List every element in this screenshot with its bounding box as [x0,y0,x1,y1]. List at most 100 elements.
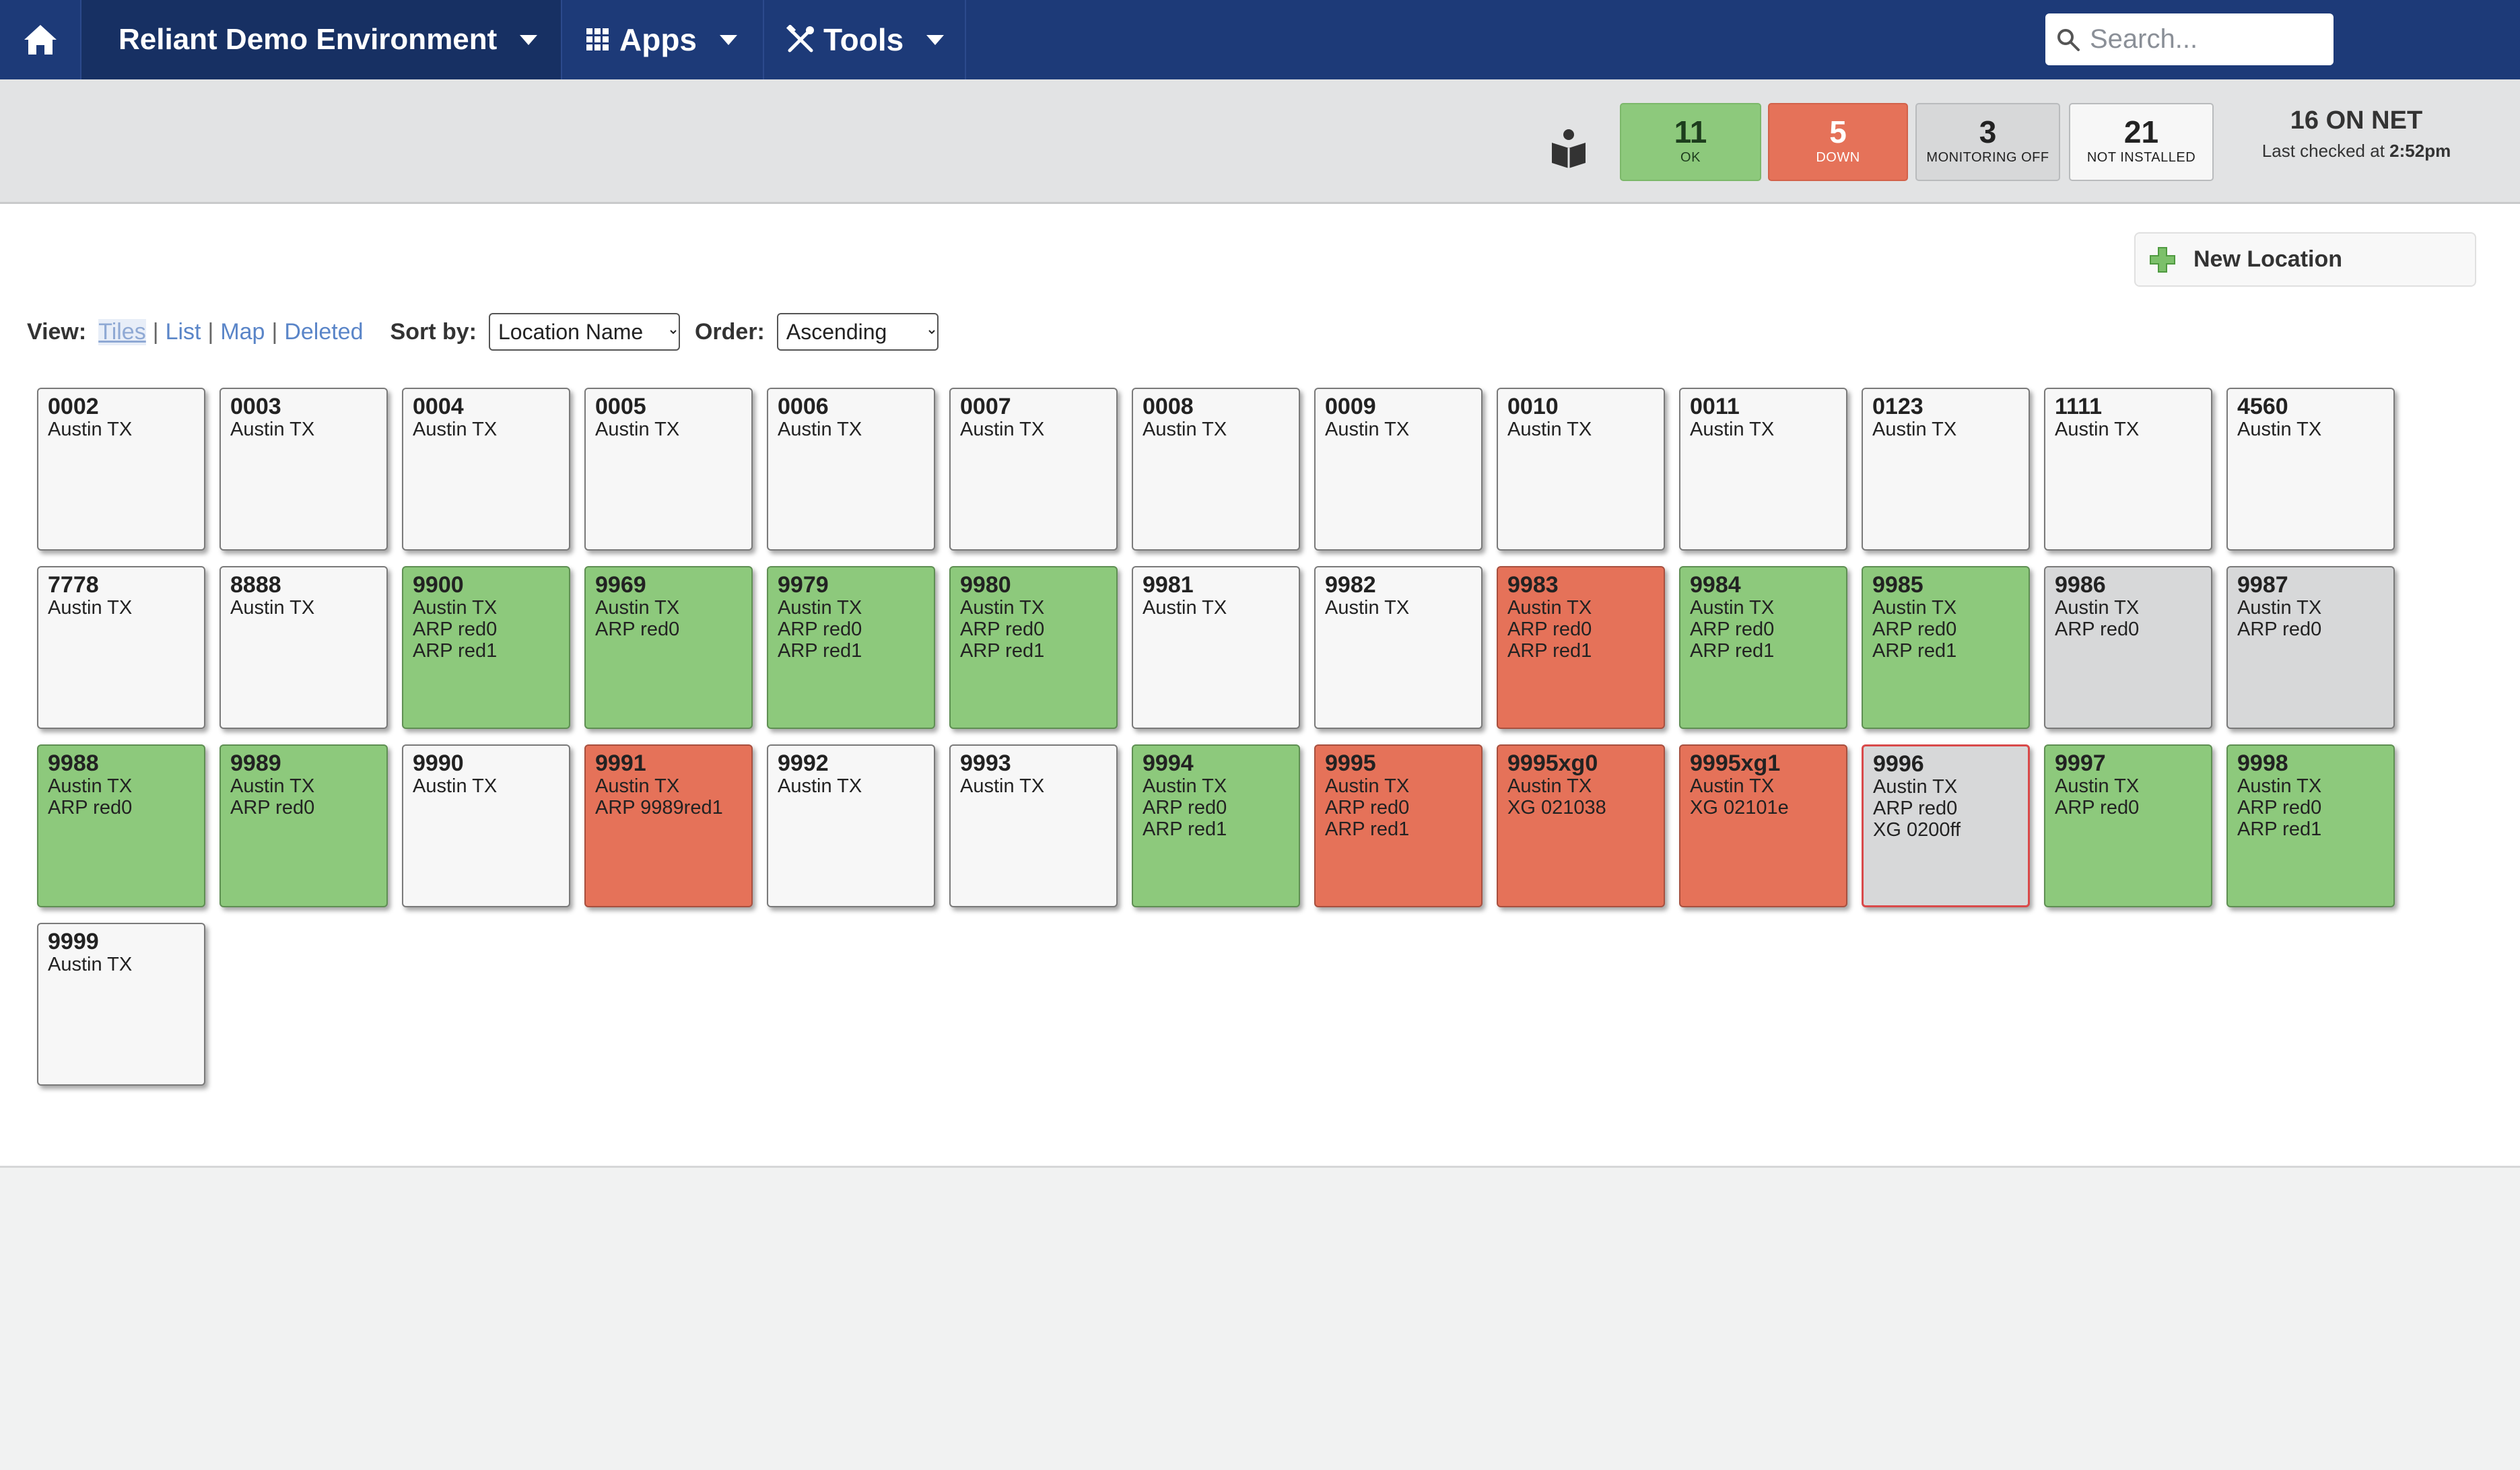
tools-menu[interactable]: Tools [764,0,966,79]
location-tile-city: Austin TX [595,597,680,619]
location-tile[interactable]: 0005 Austin TX [584,388,753,551]
location-tile-device: ARP red1 [1507,640,1592,662]
location-tile[interactable]: 9986 Austin TX ARP red0 [2044,566,2212,729]
location-tile[interactable]: 0011 Austin TX [1679,388,1847,551]
location-tile-device: ARP red0 [1143,797,1227,818]
status-not-installed-box[interactable]: 21 NOT INSTALLED [2069,103,2214,181]
monitoring-off-label: MONITORING OFF [1926,150,2049,165]
location-tile[interactable]: 0009 Austin TX [1314,388,1483,551]
search-input[interactable] [2088,24,2320,55]
location-tile[interactable]: 0007 Austin TX [949,388,1118,551]
location-tile[interactable]: 9983 Austin TX ARP red0 ARP red1 [1497,566,1665,729]
status-ok-box[interactable]: 11 OK [1620,103,1761,181]
location-tile-city: Austin TX [1507,419,1592,440]
location-tile-name: 9986 [2055,572,2106,598]
location-tile[interactable]: 0006 Austin TX [767,388,935,551]
location-tile-city: Austin TX [1690,419,1775,440]
view-map-link[interactable]: Map [220,318,265,345]
location-tile[interactable]: 9990 Austin TX [402,744,570,907]
location-tile[interactable]: 9980 Austin TX ARP red0 ARP red1 [949,566,1118,729]
location-tile-city: Austin TX [2237,419,2322,440]
location-tile[interactable]: 9988 Austin TX ARP red0 [37,744,205,907]
location-tile-city: Austin TX [960,597,1045,619]
order-label: Order: [694,318,765,345]
location-tile[interactable]: 8888 Austin TX [219,566,388,729]
location-tile[interactable]: 9982 Austin TX [1314,566,1483,729]
location-tile-device: ARP red0 [1325,797,1410,818]
location-tile[interactable]: 9984 Austin TX ARP red0 ARP red1 [1679,566,1847,729]
location-tile-name: 0011 [1690,394,1740,419]
location-tile-city: Austin TX [230,419,315,440]
location-tile[interactable]: 9996 Austin TX ARP red0 XG 0200ff [1862,744,2030,907]
location-tile[interactable]: 9991 Austin TX ARP 9989red1 [584,744,753,907]
location-tile[interactable]: 9999 Austin TX [37,923,205,1086]
location-tile-city: Austin TX [413,419,498,440]
location-tile[interactable]: 9989 Austin TX ARP red0 [219,744,388,907]
location-tile[interactable]: 0004 Austin TX [402,388,570,551]
location-tile-city: Austin TX [1507,597,1592,619]
status-monitoring-off-box[interactable]: 3 MONITORING OFF [1915,103,2060,181]
location-tile-name: 9985 [1872,572,1923,598]
location-tile[interactable]: 7778 Austin TX [37,566,205,729]
location-tile[interactable]: 9985 Austin TX ARP red0 ARP red1 [1862,566,2030,729]
location-tile-name: 1111 [2055,394,2103,419]
location-tile[interactable]: 9997 Austin TX ARP red0 [2044,744,2212,907]
location-tile[interactable]: 4560 Austin TX [2226,388,2395,551]
location-tile[interactable]: 1111 Austin TX [2044,388,2212,551]
location-tile-name: 9999 [48,929,99,954]
location-tile[interactable]: 9994 Austin TX ARP red0 ARP red1 [1132,744,1300,907]
status-down-box[interactable]: 5 DOWN [1768,103,1908,181]
location-tile-city: Austin TX [1325,419,1410,440]
location-tile[interactable]: 9993 Austin TX [949,744,1118,907]
location-tile[interactable]: 0010 Austin TX [1497,388,1665,551]
home-button[interactable] [0,0,81,79]
new-location-button[interactable]: New Location [2134,232,2476,287]
reader-book-icon[interactable] [1549,128,1588,168]
tools-label: Tools [823,22,904,57]
view-tiles-link[interactable]: Tiles [98,318,146,345]
view-list-link[interactable]: List [165,318,201,345]
location-tile[interactable]: 9995 Austin TX ARP red0 ARP red1 [1314,744,1483,907]
view-deleted-link[interactable]: Deleted [284,318,364,345]
location-tile[interactable]: 9998 Austin TX ARP red0 ARP red1 [2226,744,2395,907]
location-tile-name: 9994 [1143,750,1194,776]
location-tile[interactable]: 0008 Austin TX [1132,388,1300,551]
location-tile-name: 9989 [230,750,281,776]
location-tile[interactable]: 9995xg1 Austin TX XG 02101e [1679,744,1847,907]
location-tile[interactable]: 9979 Austin TX ARP red0 ARP red1 [767,566,935,729]
location-tile[interactable]: 9900 Austin TX ARP red0 ARP red1 [402,566,570,729]
location-tile-city: Austin TX [595,419,680,440]
sort-by-select[interactable]: Location Name [488,313,680,351]
location-tile-device: XG 021038 [1507,797,1606,818]
down-label: DOWN [1816,150,1860,165]
location-tile-device: ARP red0 [1507,619,1592,640]
location-tile-city: Austin TX [1690,775,1775,797]
grid-icon [586,28,609,50]
location-tile[interactable]: 9995xg0 Austin TX XG 021038 [1497,744,1665,907]
location-tile-name: 0008 [1143,394,1194,419]
location-tile[interactable]: 0002 Austin TX [37,388,205,551]
order-select[interactable]: Ascending [776,313,939,351]
view-separator: | [207,318,214,345]
apps-menu[interactable]: Apps [562,0,764,79]
location-tile-device: ARP red0 [2237,797,2322,818]
location-tile[interactable]: 0123 Austin TX [1862,388,2030,551]
environment-menu[interactable]: Reliant Demo Environment [81,0,562,79]
on-net-summary: 16 ON NET Last checked at 2:52pm [2235,106,2478,162]
location-tile[interactable]: 9981 Austin TX [1132,566,1300,729]
ok-count: 11 [1674,114,1707,149]
location-tile[interactable]: 9987 Austin TX ARP red0 [2226,566,2395,729]
location-tile[interactable]: 0003 Austin TX [219,388,388,551]
location-tile-city: Austin TX [778,775,862,797]
location-tile-city: Austin TX [48,597,133,619]
view-controls: View: Tiles | List | Map | Deleted Sort … [27,312,939,352]
location-tile-city: Austin TX [48,954,133,975]
chevron-down-icon [926,34,945,45]
location-tile[interactable]: 9969 Austin TX ARP red0 [584,566,753,729]
location-tile-city: Austin TX [1690,597,1775,619]
location-tile-device: ARP red1 [778,640,862,662]
location-tile-device: ARP red1 [1325,818,1410,840]
location-tile-city: Austin TX [1325,775,1410,797]
location-tile-city: Austin TX [413,775,498,797]
location-tile[interactable]: 9992 Austin TX [767,744,935,907]
